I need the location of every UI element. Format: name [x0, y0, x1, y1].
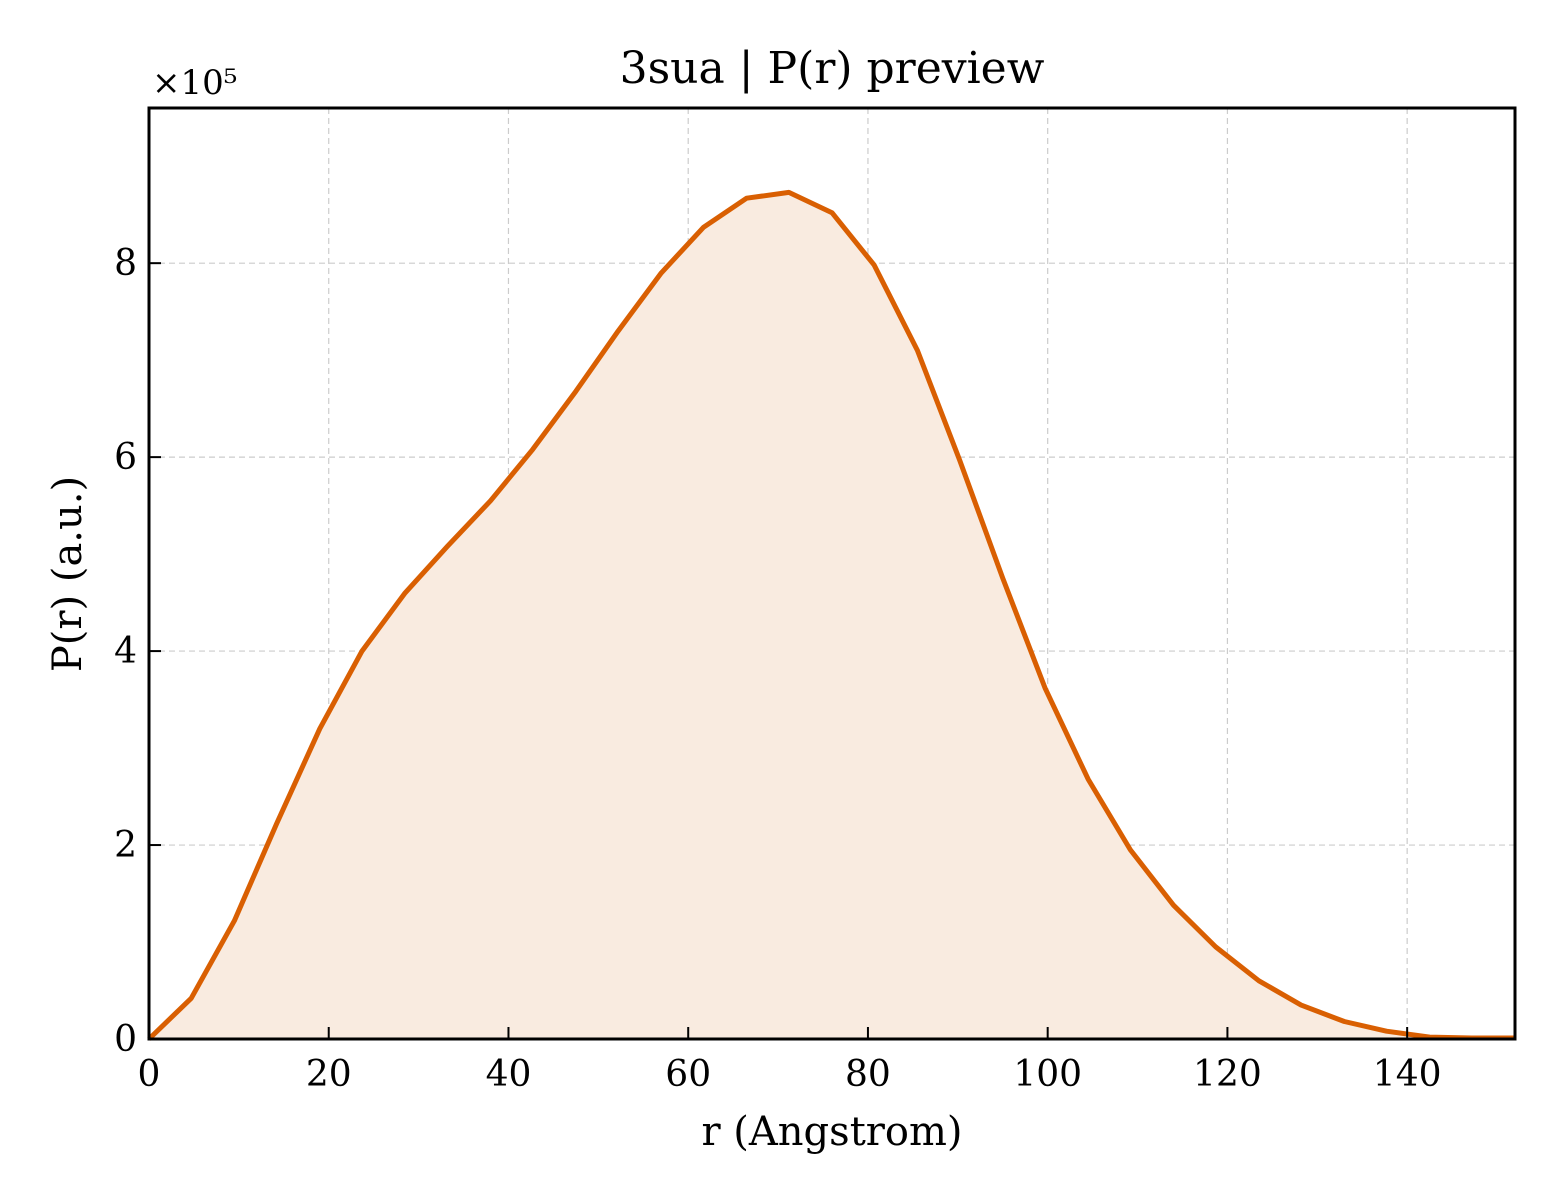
x-tick-label: 120: [1193, 1054, 1262, 1095]
x-tick-label: 100: [1013, 1054, 1082, 1095]
y-tick-label: 0: [114, 1019, 137, 1060]
x-axis-label: r (Angstrom): [701, 1109, 962, 1155]
y-tick-label: 6: [114, 437, 137, 478]
plot-frame: [147, 106, 1517, 1041]
pr-series-line: [147, 189, 1515, 1041]
pr-area-fill: [149, 192, 1515, 1039]
x-tick-label: 40: [486, 1054, 532, 1095]
y-tick-label: 4: [114, 631, 137, 672]
x-tick-label: 60: [665, 1054, 711, 1095]
x-tick-label: 20: [306, 1054, 352, 1095]
y-axis-label: P(r) (a.u.): [45, 476, 91, 672]
x-tick-label: 140: [1373, 1054, 1442, 1095]
x-tick-label: 80: [845, 1054, 891, 1095]
y-tick-label: 2: [114, 825, 137, 866]
chart-title: 3sua | P(r) preview: [620, 43, 1045, 94]
y-multiplier-label: ×10⁵: [152, 63, 237, 103]
x-tick-label: 0: [138, 1054, 161, 1095]
axis-ticks: 0 20 40 60 80 100 120 140 0 2 4 6 8: [114, 243, 1441, 1095]
y-tick-label: 8: [114, 243, 137, 284]
